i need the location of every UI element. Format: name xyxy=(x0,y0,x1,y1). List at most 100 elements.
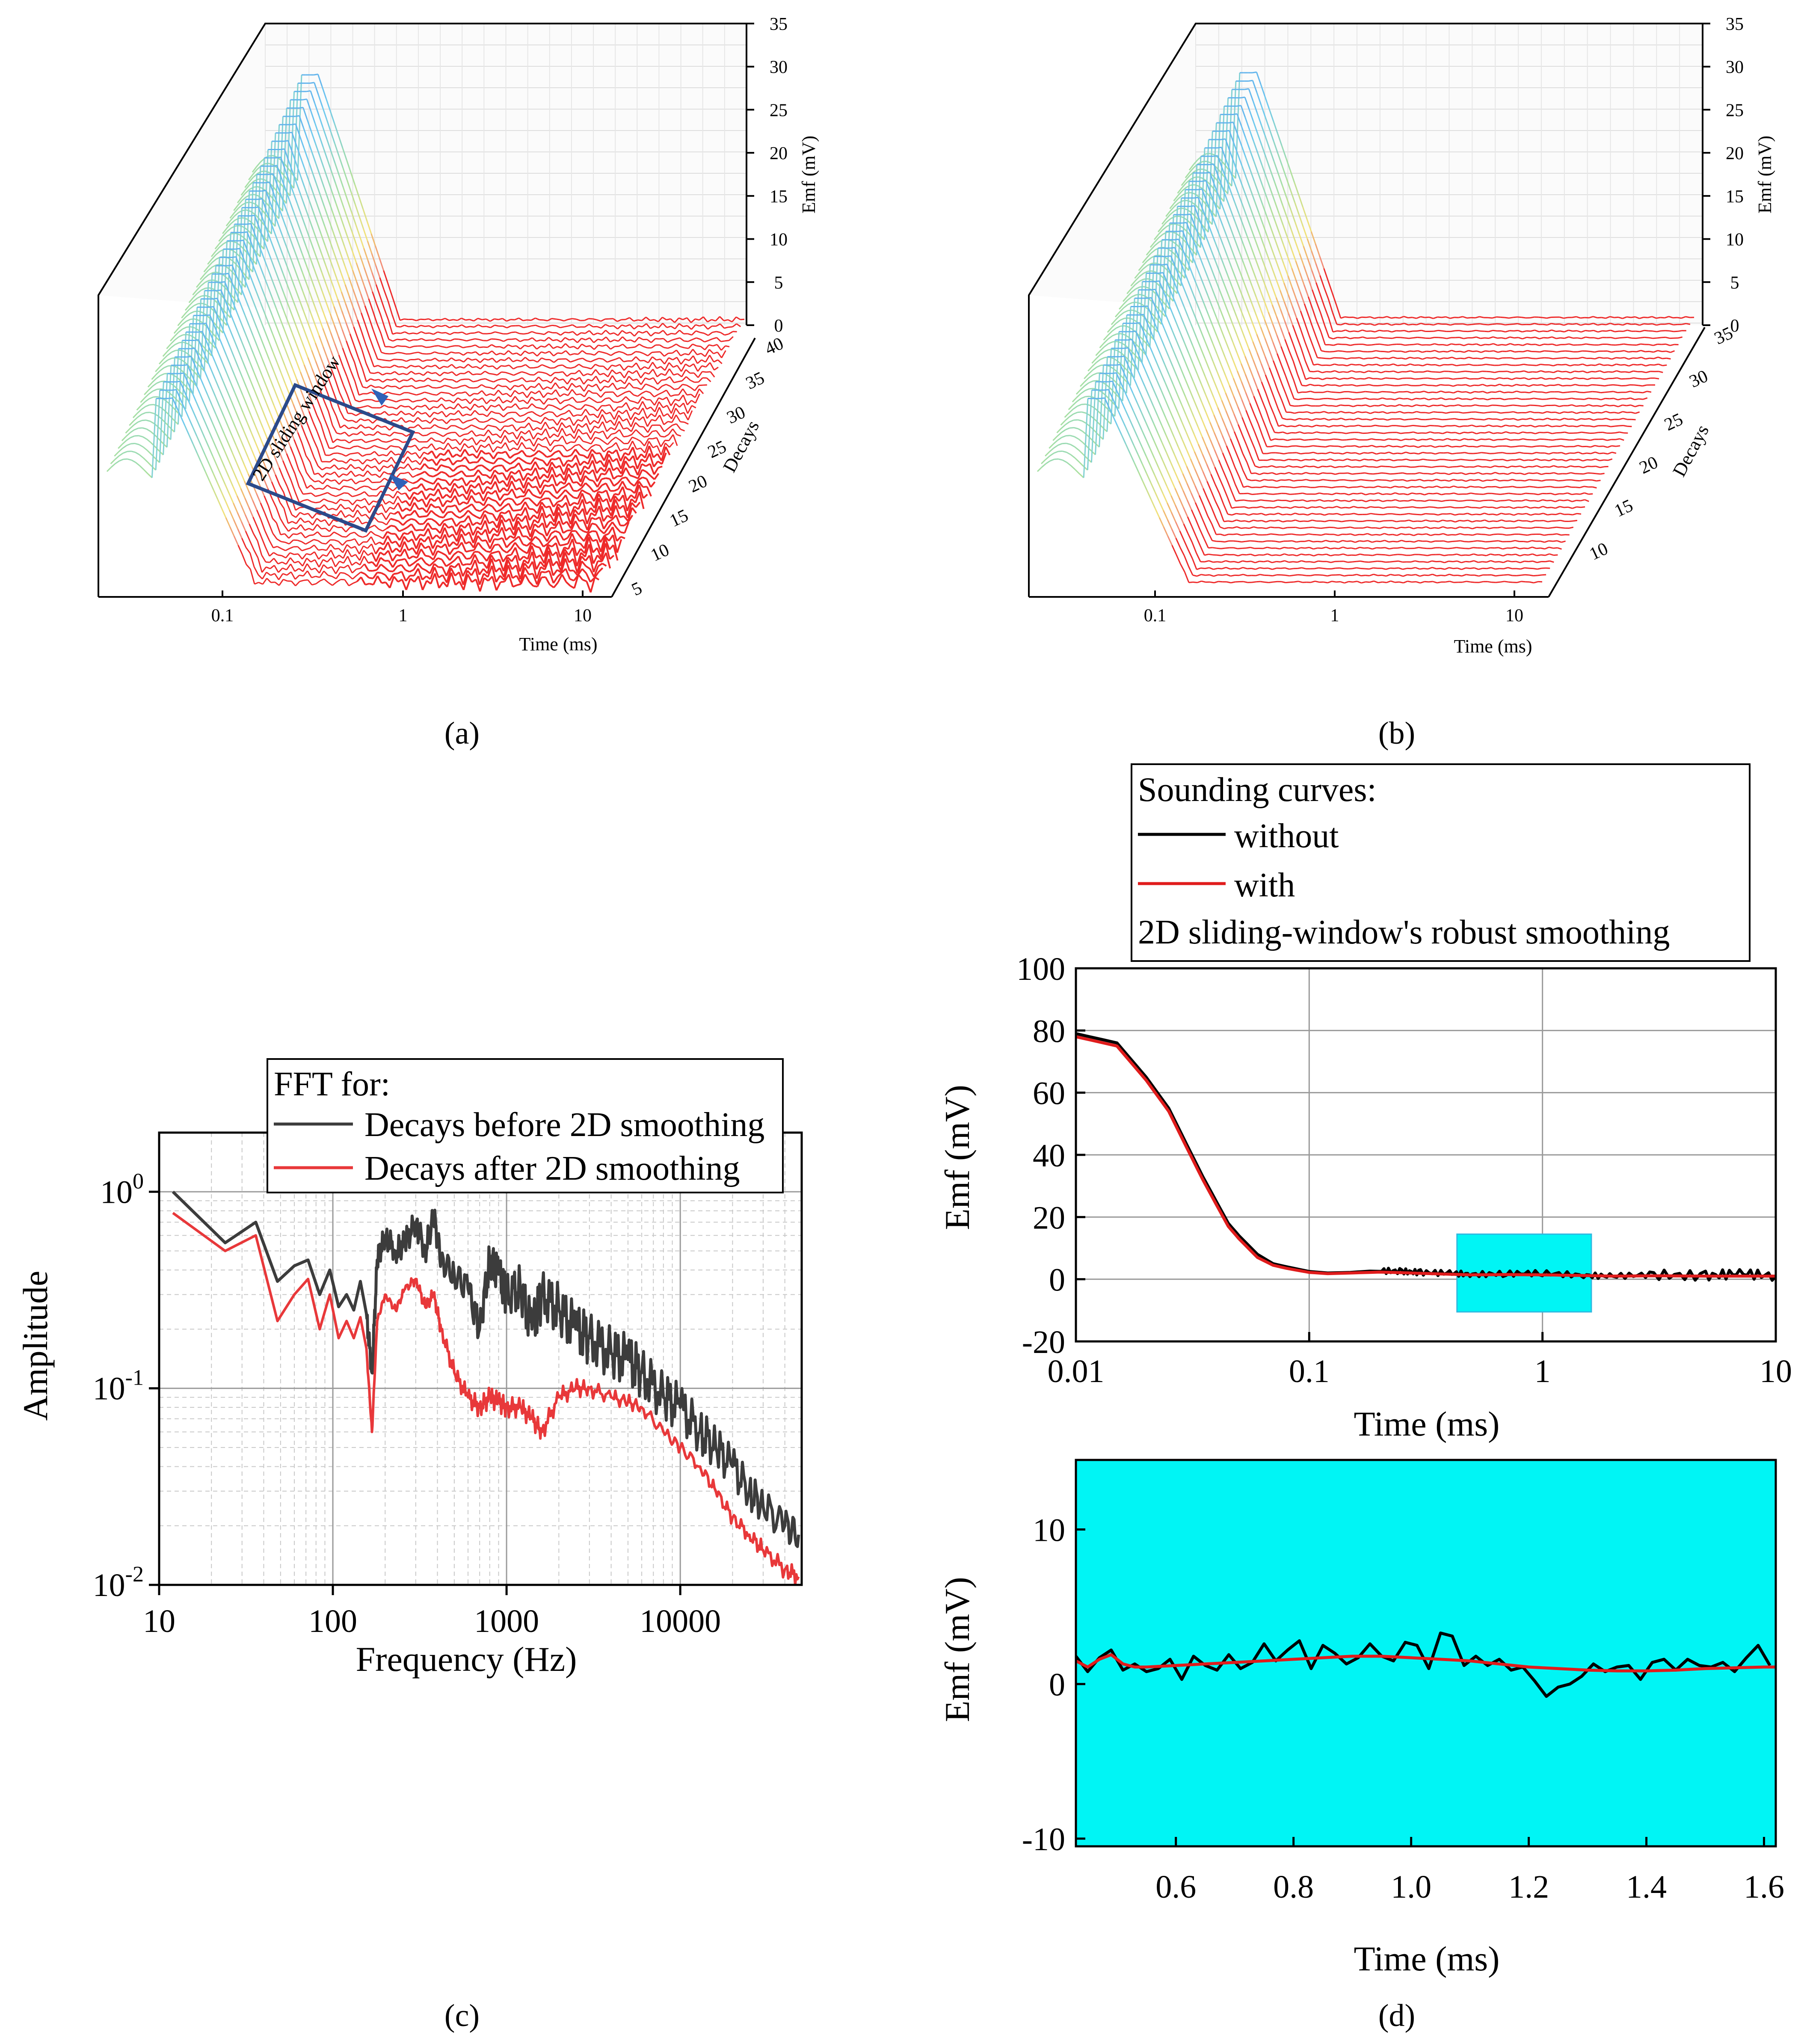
decay-curve-segment xyxy=(350,458,355,462)
decay-curve-segment xyxy=(334,539,339,542)
decay-curve-segment xyxy=(673,381,678,383)
decay-curve-segment xyxy=(436,392,441,396)
decay-curve-segment xyxy=(526,386,531,391)
decay-curve-segment xyxy=(206,359,212,370)
decay-curve-segment xyxy=(622,402,627,408)
decay-curve-segment xyxy=(130,429,135,433)
decay-curve-segment xyxy=(616,379,621,383)
decay-curve-segment xyxy=(597,401,601,403)
decay-curve-segment xyxy=(260,502,265,513)
decay-curve-segment xyxy=(657,386,663,391)
decay-curve-segment xyxy=(576,401,581,403)
decay-curve-segment xyxy=(498,389,503,395)
decay-curve-segment xyxy=(267,267,272,279)
decay-curve-segment xyxy=(677,373,682,377)
decay-curve-segment xyxy=(640,377,646,385)
decay-curve-segment xyxy=(170,344,176,348)
decay-curve-segment xyxy=(229,510,234,520)
decay-curve-segment xyxy=(469,469,474,472)
decay-curve-segment xyxy=(687,410,693,421)
decay-curve-segment xyxy=(343,207,349,220)
decay-curve-segment xyxy=(537,364,542,368)
decay-curve-segment xyxy=(596,547,602,558)
decay-curve-segment xyxy=(224,300,230,311)
decay-curve-segment xyxy=(187,400,193,410)
decay-curve-segment xyxy=(440,378,445,383)
decay-curve-segment xyxy=(384,478,389,481)
decay-curve-segment xyxy=(589,494,595,502)
decay-curve-segment xyxy=(373,438,379,441)
decay-curve-segment xyxy=(393,419,398,422)
decay-curve-segment xyxy=(317,431,322,443)
decay-curve-segment xyxy=(459,443,465,452)
decay-curve-segment xyxy=(163,365,169,368)
decay-curve-segment xyxy=(613,318,618,322)
decay-curve-segment xyxy=(605,336,611,343)
decay-curve-segment xyxy=(556,325,561,329)
decay-curve-segment xyxy=(221,308,226,319)
decay-curve-segment xyxy=(424,471,430,476)
decay-curve-segment xyxy=(582,358,587,362)
decay-curve-segment xyxy=(338,467,343,470)
decay-curve-segment xyxy=(525,372,530,376)
decay-curve-segment xyxy=(531,561,538,579)
decay-curve-segment xyxy=(306,553,311,555)
decay-curve-segment xyxy=(403,532,408,535)
decay-curve-segment xyxy=(355,418,361,423)
decay-curve-segment xyxy=(1281,145,1287,158)
decay-curve-segment xyxy=(501,514,507,522)
decay-curve-segment xyxy=(584,323,589,328)
decay-curve-segment xyxy=(383,471,388,475)
decay-curve-segment xyxy=(579,466,585,475)
decay-curve-segment xyxy=(554,439,559,442)
decay-curve-segment xyxy=(386,518,391,525)
decay-curve-segment xyxy=(360,424,365,429)
decay-curve-segment xyxy=(347,199,353,212)
decay-curve-segment xyxy=(553,433,559,438)
decay-curve-segment xyxy=(393,345,398,348)
decay-curve-segment xyxy=(180,416,186,426)
decay-curve-segment xyxy=(474,475,480,483)
decay-curve-segment xyxy=(608,544,614,550)
decay-curve-segment xyxy=(409,339,414,342)
decay-curve-segment xyxy=(503,565,510,581)
decay-curve-segment xyxy=(217,316,222,327)
decay-curve-segment xyxy=(506,461,511,465)
decay-curve-segment xyxy=(534,457,539,460)
decay-curve-segment xyxy=(614,495,620,502)
decay-curve-segment xyxy=(361,439,366,443)
decay-curve-segment xyxy=(244,181,250,188)
decay-curve-segment xyxy=(301,253,307,265)
decay-curve-segment xyxy=(603,448,609,453)
decay-tick-label: 20 xyxy=(686,471,711,496)
decay-curve-segment xyxy=(418,432,423,436)
decay-curve-segment xyxy=(457,550,463,554)
decay-curve-segment xyxy=(527,325,532,328)
decay-curve-segment xyxy=(641,383,646,390)
decay-curve-segment xyxy=(681,369,687,377)
decay-curve-segment xyxy=(349,296,354,309)
decay-curve-segment xyxy=(497,519,503,533)
decay-curve-segment xyxy=(193,297,198,302)
decay-curve-segment xyxy=(541,571,545,573)
decay-curve-segment xyxy=(584,470,589,475)
decay-curve-segment xyxy=(284,542,290,545)
decay-curve-segment xyxy=(270,464,276,475)
decay-curve-segment xyxy=(540,490,546,499)
decay-curve-segment xyxy=(358,535,363,538)
decay-curve-segment xyxy=(696,337,701,340)
decay-curve-segment xyxy=(564,474,570,484)
decay-curve-segment xyxy=(683,412,689,421)
decay-curve-segment xyxy=(342,347,347,360)
decay-curve-segment xyxy=(589,330,594,335)
decay-curve-segment xyxy=(253,353,258,365)
decay-curve-segment xyxy=(329,525,334,532)
decay-curve-segment xyxy=(139,465,145,470)
decay-curve-segment xyxy=(471,338,475,341)
decay-curve-segment xyxy=(175,389,181,400)
decay-curve-segment xyxy=(616,371,621,374)
decay-curve-segment xyxy=(1395,317,1400,319)
decay-curve-segment xyxy=(633,378,637,381)
decay-curve-segment xyxy=(482,481,488,486)
decay-curve-segment xyxy=(458,563,464,577)
